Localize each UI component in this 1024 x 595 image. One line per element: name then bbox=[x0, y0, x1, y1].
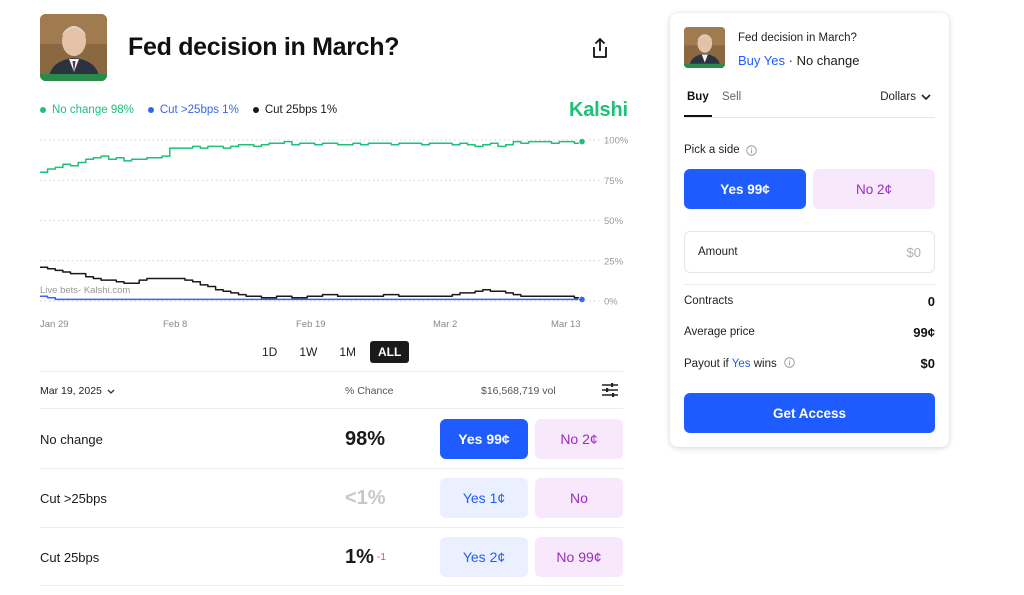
share-button[interactable] bbox=[588, 36, 612, 62]
no-button[interactable]: No 2¢ bbox=[535, 419, 623, 459]
buy-yes-label: Buy Yes bbox=[738, 53, 785, 68]
y-tick-label: 100% bbox=[604, 136, 629, 147]
y-tick-label: 50% bbox=[604, 216, 624, 227]
y-tick-label: 0% bbox=[604, 297, 618, 308]
series-endpoint bbox=[578, 138, 586, 146]
contracts-label: Contracts bbox=[684, 295, 734, 307]
outcome-label: Cut >25bps bbox=[40, 491, 107, 506]
x-tick-label: Feb 8 bbox=[163, 319, 187, 330]
chance-delta: -1 bbox=[377, 552, 386, 563]
amount-value: $0 bbox=[906, 245, 921, 260]
chart-legend: No change 98% Cut >25bps 1% Cut 25bps 1% bbox=[40, 104, 337, 116]
buy-sell-tabs: Buy Sell Dollars bbox=[684, 91, 935, 118]
payout-prefix: Payout if bbox=[684, 358, 732, 370]
amount-label: Amount bbox=[698, 246, 738, 258]
range-1m-button[interactable]: 1M bbox=[339, 345, 357, 359]
panel-market-title: Fed decision in March? bbox=[738, 32, 857, 44]
payout-yes: Yes bbox=[731, 358, 751, 370]
tab-buy[interactable]: Buy bbox=[684, 91, 712, 117]
chevron-down-icon bbox=[107, 389, 115, 394]
divider bbox=[684, 284, 935, 285]
outcome-row-cut-gt-25bps[interactable]: Cut >25bps <1% Yes 1¢ No bbox=[40, 469, 623, 528]
separator: · bbox=[785, 53, 797, 68]
legend-item-cut-25bps[interactable]: Cut 25bps 1% bbox=[252, 104, 338, 116]
currency-label: Dollars bbox=[880, 91, 916, 103]
legend-label: Cut >25bps 1% bbox=[159, 104, 239, 116]
outcome-chance: <1% bbox=[345, 487, 386, 509]
outcomes-table-header: Mar 19, 2025 % Chance $16,568,719 vol bbox=[40, 371, 623, 409]
legend-item-no-change[interactable]: No change 98% bbox=[40, 104, 134, 116]
yes-button[interactable]: Yes 1¢ bbox=[440, 478, 528, 518]
portrait-photo-icon bbox=[40, 14, 107, 81]
chart-watermark: Live bets- Kalshi.com bbox=[40, 285, 130, 296]
portrait-photo-icon bbox=[684, 27, 725, 68]
range-selector: 1D 1W 1M ALL bbox=[254, 341, 410, 363]
chance-header: % Chance bbox=[345, 385, 394, 397]
panel-thumbnail bbox=[684, 27, 725, 68]
pick-side-label: Pick a side bbox=[684, 144, 757, 156]
y-tick-label: 25% bbox=[604, 256, 624, 267]
filter-sliders-icon[interactable] bbox=[601, 382, 619, 398]
x-tick-label: Feb 19 bbox=[296, 319, 326, 330]
no-button[interactable]: No bbox=[535, 478, 623, 518]
x-tick-label: Jan 29 bbox=[40, 319, 69, 330]
outcome-label: Cut 25bps bbox=[40, 550, 100, 565]
legend-dot bbox=[147, 107, 154, 113]
info-icon[interactable] bbox=[784, 357, 795, 368]
series-line bbox=[40, 295, 582, 301]
average-price-label: Average price bbox=[684, 326, 755, 338]
order-panel: Fed decision in March? Buy Yes · No chan… bbox=[670, 13, 949, 447]
selected-outcome: No change bbox=[796, 53, 860, 68]
page-title: Fed decision in March? bbox=[128, 33, 400, 61]
legend-label: Cut 25bps 1% bbox=[264, 104, 338, 116]
legend-dot bbox=[40, 107, 46, 113]
pick-side-text: Pick a side bbox=[684, 144, 740, 156]
date-label: Mar 19, 2025 bbox=[40, 385, 102, 397]
outcome-chance: 98% bbox=[345, 428, 386, 450]
contracts-value: 0 bbox=[927, 294, 935, 309]
volume-label: $16,568,719 vol bbox=[481, 385, 556, 397]
outcome-row-cut-25bps[interactable]: Cut 25bps 1% -1 Yes 2¢ No 99¢ bbox=[40, 528, 623, 586]
payout-stat: Payout if Yes wins $0 bbox=[684, 356, 935, 371]
chevron-down-icon bbox=[921, 94, 931, 100]
series-line bbox=[40, 266, 583, 300]
side-no-button[interactable]: No 2¢ bbox=[813, 169, 935, 209]
outcome-row-no-change[interactable]: No change 98% Yes 99¢ No 2¢ bbox=[40, 409, 623, 469]
range-1w-button[interactable]: 1W bbox=[299, 345, 318, 359]
side-yes-button[interactable]: Yes 99¢ bbox=[684, 169, 806, 209]
contracts-stat: Contracts 0 bbox=[684, 294, 935, 309]
x-tick-label: Mar 13 bbox=[551, 319, 581, 330]
legend-label: No change 98% bbox=[52, 104, 134, 116]
outcome-label: No change bbox=[40, 432, 103, 447]
range-all-button[interactable]: ALL bbox=[370, 341, 410, 363]
payout-value: $0 bbox=[920, 356, 935, 371]
outcome-chance: 1% bbox=[345, 546, 374, 568]
yes-button[interactable]: Yes 2¢ bbox=[440, 537, 528, 577]
average-price-value: 99¢ bbox=[913, 325, 935, 340]
legend-dot bbox=[252, 107, 259, 113]
market-thumbnail bbox=[40, 14, 107, 81]
price-chart: 100% 75% 50% 25% 0% Jan 29 Feb 8 Feb 19 Mar 2 Mar… bbox=[40, 136, 629, 330]
legend-item-cut-gt-25bps[interactable]: Cut >25bps 1% bbox=[147, 104, 239, 116]
range-1d-button[interactable]: 1D bbox=[262, 345, 278, 359]
yes-button[interactable]: Yes 99¢ bbox=[440, 419, 528, 459]
get-access-button[interactable]: Get Access bbox=[684, 393, 935, 433]
tab-sell[interactable]: Sell bbox=[722, 91, 742, 103]
average-price-stat: Average price 99¢ bbox=[684, 325, 935, 340]
payout-suffix: wins bbox=[750, 358, 777, 370]
currency-dropdown[interactable]: Dollars bbox=[880, 91, 931, 103]
no-button[interactable]: No 99¢ bbox=[535, 537, 623, 577]
share-icon bbox=[593, 38, 607, 58]
amount-input[interactable]: Amount $0 bbox=[684, 231, 935, 273]
info-icon[interactable] bbox=[745, 144, 757, 156]
series-endpoint bbox=[578, 295, 586, 303]
y-tick-label: 75% bbox=[604, 176, 624, 187]
x-tick-label: Mar 2 bbox=[433, 319, 457, 330]
panel-selection: Buy Yes · No change bbox=[738, 53, 859, 68]
series-line bbox=[40, 140, 583, 173]
date-selector[interactable]: Mar 19, 2025 bbox=[40, 385, 115, 397]
kalshi-logo: Kalshi bbox=[569, 99, 628, 121]
